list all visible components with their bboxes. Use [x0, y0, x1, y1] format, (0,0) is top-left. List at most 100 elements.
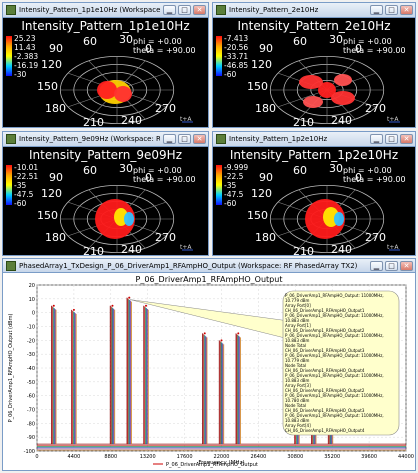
pattern-window-4[interactable]: Intensity_Pattern_1p2e10Hz ▁ □ ✕ Intensi… [212, 131, 416, 256]
window-title: Intensity_Pattern_9e09Hz (Workspace: RF … [19, 135, 160, 143]
axis-indicator-icon: t+A [387, 244, 400, 251]
callout-line: P_06_DriverAmp1_RFAmpHO_Output: 11000MHz… [285, 333, 384, 343]
y-tick-label: 0 [32, 311, 35, 317]
callout-line: CH_06_DriverAmp1_RFAmpHO_Output1 [285, 308, 365, 313]
callout-line: Array Port[3] [285, 383, 311, 388]
x-tick-label: 30800 [287, 454, 303, 460]
window-title: Intensity_Pattern_1p2e10Hz [229, 135, 328, 143]
x-tick-label: 44000 [398, 454, 414, 460]
x-tick-label: 4400 [68, 454, 81, 460]
polar-grid[interactable]: 90 60 30 0 120 150 180 210 240 270 [247, 32, 392, 127]
pattern-plot[interactable]: Intensity_Pattern_1p2e10Hz -9.999 -22.5 -35… [213, 147, 415, 255]
minimize-button[interactable]: ▁ [163, 5, 176, 15]
callout-line: CH_06_DriverAmp1_RFAmpHO_Output4 [285, 428, 365, 433]
x-tick-label: 8800 [104, 454, 117, 460]
y-axis-label: P_06_DriverAmp1_RFAmpHO_Output (dBm) [8, 314, 14, 423]
axis-indicator-label: t+A [387, 116, 399, 123]
polar-angle-label: 60 [83, 35, 97, 48]
y-tick-label: -50 [27, 380, 35, 386]
scale-label: -47.5 [14, 190, 34, 199]
polar-grid[interactable]: 90 60 30 0 120 150 180 210 240 270 [37, 161, 182, 255]
color-scale-bar [216, 36, 222, 76]
polar-angle-label: 180 [255, 102, 276, 115]
pattern-plot[interactable]: Intensity_Pattern_1p1e10Hz 25.23 11.43 -2.3… [3, 18, 208, 127]
callout-line: Array Port[4] [285, 423, 311, 428]
scale-label: -30 [14, 70, 27, 79]
marker-callout[interactable] [282, 290, 400, 436]
close-button[interactable]: ✕ [193, 5, 206, 15]
callout-line: CH_06_DriverAmp1_RFAmpHO_Output3 [285, 408, 365, 413]
polar-angle-label: 210 [293, 116, 314, 127]
polar-angle-label: 270 [365, 102, 386, 115]
maximize-button[interactable]: □ [385, 261, 398, 271]
axis-indicator-label: t+A [387, 244, 399, 251]
graph-window[interactable]: PhasedArray1_TxDesign_P_06_DriverAmp1_RF… [2, 258, 416, 471]
polar-angle-label: 60 [293, 164, 307, 177]
close-button[interactable]: ✕ [400, 261, 413, 271]
window-titlebar[interactable]: PhasedArray1_TxDesign_P_06_DriverAmp1_RF… [3, 259, 415, 273]
y-tick-label: -90 [27, 435, 35, 441]
polar-angle-label: 120 [251, 58, 272, 71]
window-titlebar[interactable]: Intensity_Pattern_1p2e10Hz ▁ □ ✕ [213, 132, 415, 147]
x-tick-label: 35200 [324, 454, 340, 460]
scale-label: -16.19 [14, 61, 39, 70]
theta-value: theta = +90.00 [343, 46, 406, 55]
pattern-plot[interactable]: Intensity_Pattern_2e10Hz -7.413 -20.56 -33.… [213, 18, 415, 127]
window-titlebar[interactable]: Intensity_Pattern_9e09Hz (Workspace: RF … [3, 132, 208, 147]
polar-angle-label: 180 [45, 102, 66, 115]
pattern-window-3[interactable]: Intensity_Pattern_9e09Hz (Workspace: RF … [2, 131, 209, 256]
phi-value: phi = +0.00 [133, 37, 182, 46]
callout-line: Node Total [285, 343, 307, 348]
window-titlebar[interactable]: Intensity_Pattern_2e10Hz ▁ □ ✕ [213, 3, 415, 18]
scale-label: -20.56 [224, 43, 249, 52]
pattern-plot[interactable]: Intensity_Pattern_9e09Hz -10.01 -22.51 -35-… [3, 147, 208, 255]
x-tick-label: 0 [35, 454, 38, 460]
scale-label: -2.383 [14, 52, 39, 61]
close-button[interactable]: ✕ [400, 134, 413, 144]
y-tick-label: -10 [27, 325, 35, 331]
axis-indicator-label: t+A [180, 244, 192, 251]
color-scale-labels: -7.413 -20.56 -33.71 -46.85 -60 [224, 34, 248, 79]
x-tick-label: 39600 [361, 454, 377, 460]
y-tick-label: -70 [27, 408, 35, 414]
close-button[interactable]: ✕ [400, 5, 413, 15]
y-tick-label: -40 [27, 366, 35, 372]
pattern-window-2[interactable]: Intensity_Pattern_2e10Hz ▁ □ ✕ Intensity… [212, 2, 416, 128]
scale-label: -22.5 [224, 172, 244, 181]
minimize-button[interactable]: ▁ [370, 5, 383, 15]
legend-label: P_06_DriverAmp1_RFAmpHO_Output [166, 462, 258, 468]
callout-line: P_06_DriverAmp1_RFAmpHO_Output: 11000MHz… [285, 413, 384, 423]
polar-angle-label: 0 [145, 171, 152, 184]
rect-graph[interactable]: 0 4400 8800 13200 17600 22000 26400 30800 35200 3… [3, 259, 415, 470]
scale-label: -47.5 [224, 190, 244, 199]
maximize-button[interactable]: □ [178, 5, 191, 15]
window-titlebar[interactable]: Intensity_Pattern_1p1e10Hz (Workspace: R… [3, 3, 208, 18]
scale-label: -35 [224, 181, 237, 190]
scale-label: -46.85 [224, 61, 249, 70]
polar-angle-label: 30 [119, 162, 133, 175]
scale-label: -60 [224, 199, 237, 208]
polar-angle-label: 210 [293, 245, 314, 255]
y-tick-label: -60 [27, 394, 35, 400]
polar-grid[interactable]: 90 60 30 0 120 150 180 210 240 270 [247, 161, 392, 255]
polar-angle-label: 240 [331, 243, 352, 255]
maximize-button[interactable]: □ [178, 134, 191, 144]
color-scale-bar [216, 165, 222, 205]
polar-angle-label: 30 [119, 33, 133, 46]
pattern-window-1[interactable]: Intensity_Pattern_1p1e10Hz (Workspace: R… [2, 2, 209, 128]
maximize-button[interactable]: □ [385, 5, 398, 15]
minimize-button[interactable]: ▁ [163, 134, 176, 144]
polar-grid[interactable]: 90 60 30 0 120 150 180 210 240 270 [37, 32, 182, 127]
polar-angle-label: 90 [259, 171, 273, 184]
minimize-button[interactable]: ▁ [370, 134, 383, 144]
x-axis-label: Frequency (MHz) [198, 460, 244, 466]
close-button[interactable]: ✕ [193, 134, 206, 144]
polar-angle-label: 150 [37, 80, 58, 93]
callout-line: Array Port[1] [285, 323, 311, 328]
maximize-button[interactable]: □ [385, 134, 398, 144]
radiation-lobe [303, 96, 323, 108]
x-tick-label: 26400 [250, 454, 266, 460]
minimize-button[interactable]: ▁ [370, 261, 383, 271]
pattern-title: Intensity_Pattern_2e10Hz [237, 19, 391, 33]
polar-angle-label: 180 [45, 231, 66, 244]
